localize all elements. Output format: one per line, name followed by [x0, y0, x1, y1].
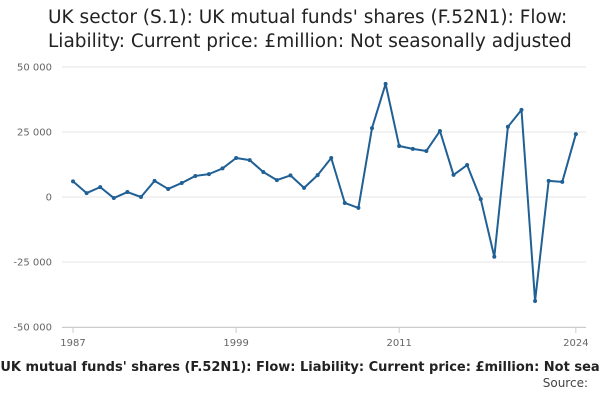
- point: [261, 170, 266, 175]
- y-tick-label: -50 000: [13, 323, 52, 334]
- point: [125, 190, 130, 195]
- point: [383, 81, 388, 86]
- point: [519, 107, 524, 112]
- x-tick-label: 1999: [223, 338, 248, 349]
- point: [437, 128, 442, 133]
- point: [179, 180, 184, 185]
- x-tick-label: 2011: [386, 338, 411, 349]
- point: [234, 156, 239, 160]
- chart-title: UK sector (S.1): UK mutual funds' shares…: [48, 7, 572, 52]
- point: [546, 178, 551, 183]
- point: [478, 197, 483, 202]
- y-tick-label: 50 000: [17, 63, 52, 74]
- point: [356, 205, 361, 210]
- y-tick-label: 25 000: [17, 128, 52, 139]
- point: [166, 186, 171, 191]
- point: [315, 173, 320, 178]
- caption: UK sector (S.1): UK mutual funds' shares…: [0, 360, 600, 375]
- point: [247, 158, 252, 163]
- point: [424, 148, 429, 153]
- point: [533, 299, 538, 303]
- point: [84, 191, 89, 196]
- x-tick-label: 1987: [60, 338, 85, 349]
- x-tick-label: 2024: [563, 338, 588, 349]
- point: [573, 132, 578, 137]
- point: [288, 173, 293, 178]
- series-line: [72, 82, 577, 302]
- point: [71, 179, 76, 184]
- point: [138, 195, 143, 199]
- source: Source:: [543, 376, 588, 390]
- point: [505, 124, 510, 129]
- point: [206, 172, 211, 177]
- point: [370, 126, 375, 131]
- point: [98, 185, 103, 190]
- point: [560, 179, 565, 184]
- point: [342, 200, 347, 205]
- point: [451, 172, 456, 177]
- point: [302, 185, 307, 190]
- point: [329, 156, 334, 160]
- point: [465, 163, 470, 168]
- point: [397, 144, 402, 149]
- y-tick-label: -25 000: [13, 258, 52, 269]
- point: [111, 196, 116, 201]
- y-tick-label: 0: [46, 193, 52, 204]
- point: [410, 146, 415, 151]
- point: [220, 166, 225, 171]
- point: [492, 254, 497, 259]
- point: [193, 173, 198, 178]
- point: [152, 178, 157, 183]
- point: [274, 178, 279, 183]
